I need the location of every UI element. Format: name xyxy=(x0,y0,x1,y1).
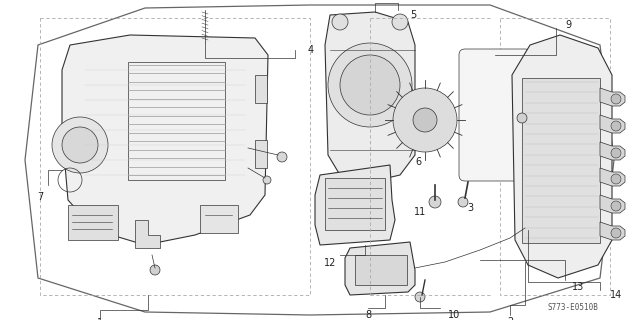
Text: S773-E0510B: S773-E0510B xyxy=(547,303,598,312)
Text: 11: 11 xyxy=(414,207,426,217)
Text: 6: 6 xyxy=(415,157,421,167)
Polygon shape xyxy=(315,165,395,245)
Polygon shape xyxy=(600,115,625,133)
Polygon shape xyxy=(600,168,625,186)
Circle shape xyxy=(611,148,621,158)
Polygon shape xyxy=(512,35,612,278)
Circle shape xyxy=(415,292,425,302)
Circle shape xyxy=(150,265,160,275)
Text: 10: 10 xyxy=(448,310,460,320)
Circle shape xyxy=(62,127,98,163)
Circle shape xyxy=(393,88,457,152)
Circle shape xyxy=(52,117,108,173)
Polygon shape xyxy=(600,88,625,106)
Text: 12: 12 xyxy=(324,258,336,268)
Text: 8: 8 xyxy=(365,310,371,320)
Circle shape xyxy=(611,228,621,238)
Bar xyxy=(68,205,118,240)
Circle shape xyxy=(328,43,412,127)
Circle shape xyxy=(277,152,287,162)
Polygon shape xyxy=(600,142,625,160)
Text: 9: 9 xyxy=(565,20,571,30)
Polygon shape xyxy=(135,220,160,248)
Text: 2: 2 xyxy=(507,317,513,320)
Polygon shape xyxy=(62,35,268,245)
Bar xyxy=(355,255,407,285)
Text: 1: 1 xyxy=(97,318,103,320)
Circle shape xyxy=(611,121,621,131)
Circle shape xyxy=(429,196,441,208)
Circle shape xyxy=(458,197,468,207)
Text: 13: 13 xyxy=(572,282,585,292)
Polygon shape xyxy=(600,195,625,213)
Circle shape xyxy=(340,55,400,115)
Text: 14: 14 xyxy=(610,290,622,300)
Text: 4: 4 xyxy=(308,45,314,55)
Polygon shape xyxy=(345,242,415,295)
Circle shape xyxy=(611,94,621,104)
Circle shape xyxy=(332,14,348,30)
Circle shape xyxy=(517,113,527,123)
Circle shape xyxy=(611,174,621,184)
Circle shape xyxy=(263,176,271,184)
Bar xyxy=(255,75,267,103)
Bar xyxy=(325,178,385,230)
Bar xyxy=(255,140,267,168)
Circle shape xyxy=(522,219,534,231)
Bar xyxy=(522,78,600,243)
Text: 3: 3 xyxy=(467,203,473,213)
Text: 5: 5 xyxy=(410,10,417,20)
Bar xyxy=(128,62,225,180)
Polygon shape xyxy=(325,12,415,182)
Text: 7: 7 xyxy=(37,192,43,202)
Circle shape xyxy=(413,108,437,132)
Polygon shape xyxy=(600,222,625,240)
Bar xyxy=(200,205,238,233)
Circle shape xyxy=(392,14,408,30)
FancyBboxPatch shape xyxy=(459,49,531,181)
Circle shape xyxy=(611,201,621,211)
